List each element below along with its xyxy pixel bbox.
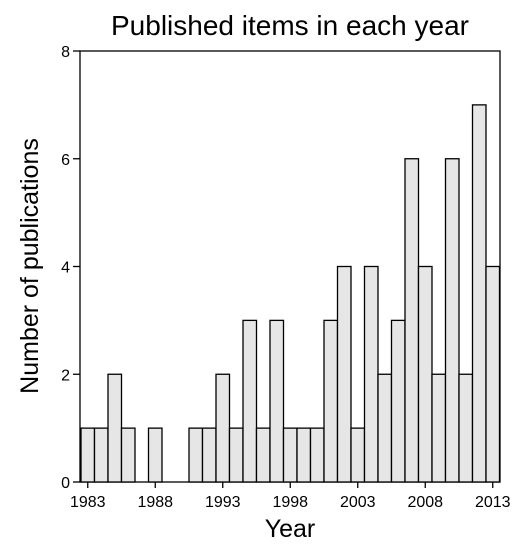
- bar-1994: [228, 427, 244, 483]
- bar-2013: [485, 265, 501, 483]
- chart-title: Published items in each year: [111, 10, 469, 41]
- y-tick-label: 0: [61, 475, 70, 492]
- bar-2007: [404, 158, 420, 483]
- bar-2002: [336, 265, 352, 483]
- y-tick-label: 6: [61, 152, 70, 169]
- bar-2010: [444, 158, 460, 483]
- bar-1998: [282, 427, 298, 483]
- bar-2005: [377, 373, 393, 483]
- x-tick-label: 1988: [137, 494, 173, 511]
- x-tick-label: 1998: [272, 494, 308, 511]
- bar-2012: [471, 104, 487, 483]
- bars-group: [80, 104, 501, 483]
- bar-2001: [323, 319, 339, 483]
- x-tick-label: 2008: [407, 494, 443, 511]
- x-tick-label: 2013: [475, 494, 511, 511]
- bar-2008: [417, 265, 433, 483]
- bar-1991: [188, 427, 204, 483]
- x-tick-label: 2003: [340, 494, 376, 511]
- bar-1985: [107, 373, 123, 483]
- y-tick-label: 4: [61, 260, 70, 277]
- y-tick-label: 2: [61, 367, 70, 384]
- x-tick-label: 1983: [70, 494, 106, 511]
- bar-2003: [350, 427, 366, 483]
- y-tick-label: 8: [61, 44, 70, 61]
- bar-2004: [363, 265, 379, 483]
- bar-1995: [242, 319, 258, 483]
- x-axis-label: Year: [265, 515, 316, 543]
- bar-1992: [201, 427, 217, 483]
- bar-2011: [458, 373, 474, 483]
- bar-1984: [93, 427, 109, 483]
- bar-1997: [269, 319, 285, 483]
- bar-1993: [215, 373, 231, 483]
- y-axis-label: Number of publications: [16, 138, 44, 394]
- x-axis: 1983 1988 1993 1998 2003 2008 2013: [70, 482, 511, 511]
- bar-2000: [309, 427, 325, 483]
- x-tick-label: 1993: [205, 494, 241, 511]
- bar-1999: [296, 427, 312, 483]
- bar-2009: [431, 373, 447, 483]
- bar-1988: [147, 427, 163, 483]
- y-axis: 0 2 4 6 8: [61, 44, 80, 492]
- bar-1983: [80, 427, 96, 483]
- bar-1986: [120, 427, 136, 483]
- bar-2006: [390, 319, 406, 483]
- bar-1996: [255, 427, 271, 483]
